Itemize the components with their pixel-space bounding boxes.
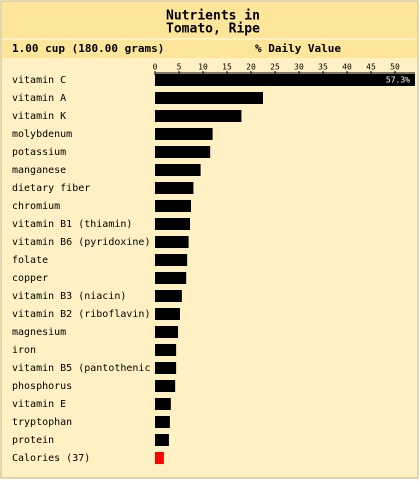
category-label: folate	[12, 255, 48, 266]
category-label: vitamin K	[12, 111, 66, 122]
bar	[155, 236, 189, 248]
category-label: iron	[12, 345, 36, 356]
category-label: copper	[12, 273, 48, 284]
x-tick-label: 40	[342, 63, 352, 72]
bar	[155, 200, 191, 212]
header-band	[2, 40, 417, 58]
chart-title: Tomato, Ripe	[166, 22, 260, 37]
category-label: vitamin B1 (thiamin)	[12, 219, 132, 230]
category-label: chromium	[12, 201, 60, 212]
category-label: dietary fiber	[12, 183, 90, 194]
x-tick-label: 50	[390, 63, 400, 72]
plot	[155, 74, 415, 464]
category-label: manganese	[12, 165, 66, 176]
bar	[155, 218, 191, 230]
category-label: phosphorus	[12, 381, 72, 392]
category-label: protein	[12, 435, 54, 446]
bar	[155, 380, 176, 392]
serving-size: 1.00 cup (180.00 grams)	[12, 42, 164, 55]
bar	[155, 254, 188, 266]
x-tick-label: 30	[294, 63, 304, 72]
value-label: 57.3%	[386, 76, 410, 85]
bar	[155, 74, 415, 86]
category-label: vitamin A	[12, 93, 66, 104]
chart-title: Nutrients in	[166, 9, 260, 24]
bar	[155, 326, 179, 338]
category-label: potassium	[12, 147, 66, 158]
bar	[155, 272, 187, 284]
bar	[155, 92, 263, 104]
category-label: vitamin C	[12, 75, 66, 86]
bar	[155, 308, 180, 320]
category-label: vitamin E	[12, 399, 66, 410]
bar	[155, 434, 169, 446]
category-label: molybdenum	[12, 129, 72, 140]
category-label: vitamin B3 (niacin)	[12, 291, 126, 302]
x-tick-label: 15	[222, 63, 232, 72]
bar	[155, 452, 164, 464]
x-axis-label: % Daily Value	[255, 42, 341, 55]
x-tick-label: 25	[270, 63, 280, 72]
x-tick-label: 45	[366, 63, 376, 72]
category-label: vitamin B5 (pantothenic	[12, 363, 150, 374]
x-tick-label: 20	[246, 63, 256, 72]
bar	[155, 398, 171, 410]
bar	[155, 290, 182, 302]
title-band	[2, 2, 417, 38]
bar	[155, 110, 242, 122]
category-label: magnesium	[12, 327, 66, 338]
bar	[155, 146, 211, 158]
category-label: Calories (37)	[12, 453, 90, 464]
bar	[155, 362, 177, 374]
x-tick-label: 10	[198, 63, 208, 72]
category-label: vitamin B6 (pyridoxine)	[12, 237, 150, 248]
x-tick-label: 35	[318, 63, 328, 72]
x-tick-label: 0	[153, 63, 158, 72]
bar	[155, 182, 194, 194]
bar	[155, 164, 201, 176]
bar	[155, 416, 170, 428]
category-label: vitamin B2 (riboflavin)	[12, 309, 150, 320]
bar	[155, 344, 177, 356]
x-tick-label: 5	[177, 63, 182, 72]
category-label: tryptophan	[12, 417, 72, 428]
bar	[155, 128, 213, 140]
